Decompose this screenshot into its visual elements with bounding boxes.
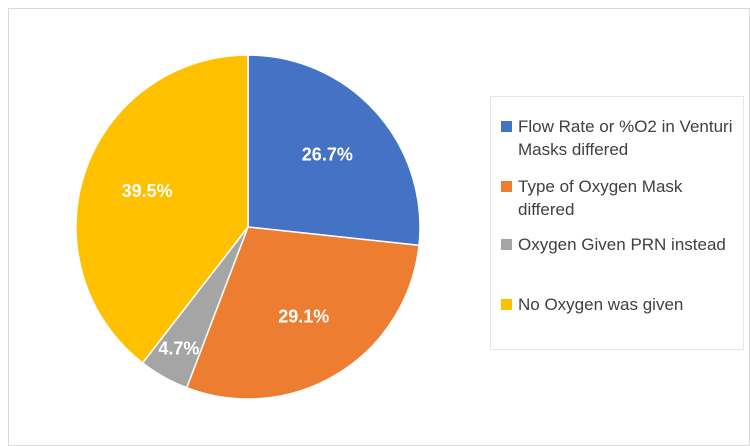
legend-swatch: [501, 121, 512, 132]
data-label: 29.1%: [278, 307, 329, 327]
legend-item: Flow Rate or %O2 in Venturi Masks differ…: [501, 115, 736, 161]
legend: Flow Rate or %O2 in Venturi Masks differ…: [490, 96, 744, 350]
legend-swatch: [501, 239, 512, 250]
data-label: 39.5%: [122, 181, 173, 201]
legend-label: Type of Oxygen Mask differed: [518, 177, 683, 219]
legend-label: Oxygen Given PRN instead: [518, 235, 726, 254]
data-label: 26.7%: [302, 144, 353, 164]
legend-swatch: [501, 299, 512, 310]
legend-item: No Oxygen was given: [501, 293, 736, 316]
pie-slice: [185, 226, 420, 400]
legend-item: Type of Oxygen Mask differed: [501, 175, 736, 221]
legend-item: Oxygen Given PRN instead: [501, 233, 736, 256]
legend-label: No Oxygen was given: [518, 295, 684, 314]
legend-label: Flow Rate or %O2 in Venturi Masks differ…: [518, 117, 733, 159]
data-label: 4.7%: [158, 339, 199, 359]
pie-slice: [75, 54, 249, 364]
pie-slice: [247, 54, 421, 247]
legend-swatch: [501, 181, 512, 192]
